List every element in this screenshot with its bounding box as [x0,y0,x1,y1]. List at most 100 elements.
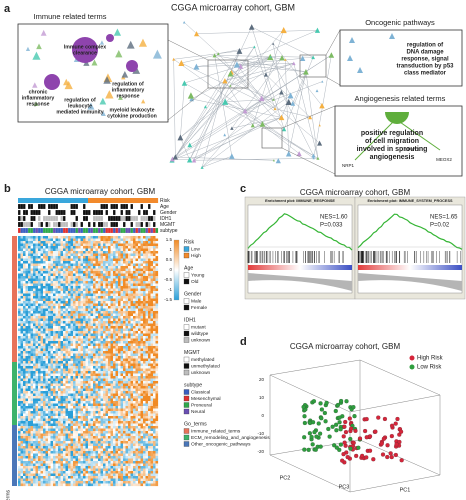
heatmap-cell [93,343,96,347]
heatmap-cell [115,381,119,384]
heatmap-cell [25,378,29,382]
heatmap-cell [95,346,99,349]
heatmap-cell [75,286,79,289]
heatmap-cell [73,318,76,322]
heatmap-cell [85,268,89,272]
heatmap-cell [18,311,21,314]
heatmap-cell [88,303,91,307]
heatmap-cell [45,326,49,329]
network-node [308,115,313,120]
heatmap-cell [130,383,134,387]
heatmap-cell [105,393,109,397]
heatmap-cell [58,411,61,414]
annotation-cell [135,209,139,216]
heatmap-cell [40,311,44,314]
heatmap-cell [23,403,26,407]
heatmap-cell [130,311,134,314]
heatmap-cell [75,271,79,274]
network-edge [285,59,289,154]
heatmap-cell [100,293,104,297]
heatmap-cell [23,421,26,424]
heatmap-cell [153,398,156,402]
heatmap-cell [120,278,124,282]
heatmap-cell [58,281,61,284]
heatmap-cell [110,266,114,269]
heatmap-cell [45,346,49,349]
heatmap-cell [63,281,66,284]
heatmap-cell [40,336,44,339]
heatmap-cell [83,383,86,387]
heatmap-cell [93,333,96,337]
annotation-cell [103,198,106,203]
heatmap-cell [48,398,51,402]
heatmap-cell [20,376,24,379]
annotation-cell [55,198,59,203]
annotation-cell [52,203,56,210]
heatmap-cell [95,378,99,382]
heatmap-cell [50,256,54,259]
heatmap-cell [83,388,86,392]
heatmap-cell [70,313,74,317]
heatmap-cell [118,246,121,249]
heatmap-cell [118,298,121,302]
heatmap-cell [155,296,159,299]
heatmap-cell [155,396,159,399]
heatmap-cell [73,336,76,339]
heatmap-cell [100,368,104,372]
heatmap-cell [115,238,119,242]
heatmap-cell [70,396,74,399]
term-node [152,49,162,59]
heatmap-cell [105,376,109,379]
heatmap-cell [65,258,69,262]
heatmap-cell [128,258,131,262]
heatmap-cell [80,351,84,354]
heatmap-cell [118,386,121,389]
heatmap-cell [93,353,96,357]
annotation-cell [67,203,71,210]
heatmap-cell [103,281,106,284]
heatmap-cell [150,263,154,267]
heatmap-cell [43,401,46,404]
heatmap-cell [48,333,51,337]
annotation-cell [100,203,104,210]
heatmap-cell [40,263,44,267]
heatmap-cell [60,263,64,267]
heatmap-cell [128,303,131,307]
heatmap-cell [68,408,71,412]
heatmap-cell [28,366,31,369]
heatmap-cell [75,391,79,394]
annotation-cell [147,215,151,222]
term-node [87,102,95,110]
heatmap-cell [85,296,89,299]
heatmap-cell [43,386,46,389]
annotation-cell [122,209,126,216]
heatmap-cell [25,258,29,262]
heatmap-cell [150,408,154,412]
network-edge [251,26,314,58]
heatmap-cell [88,373,91,377]
heatmap-cell [153,333,156,337]
heatmap-cell [140,341,144,344]
heatmap-cell [48,346,51,349]
heatmap-cell [93,396,96,399]
heatmap-cell [148,296,151,299]
heatmap-cell [85,263,89,267]
heatmap-cell [35,296,39,299]
heatmap-cell [153,268,156,272]
network-node [193,63,200,70]
heatmap-cell [35,323,39,327]
heatmap-cell [45,421,49,424]
heatmap-cell [138,303,141,307]
heatmap-cell [85,311,89,314]
heatmap-cell [98,303,101,307]
heatmap-cell [33,336,36,339]
heatmap-cell [73,348,76,352]
heatmap-cell [83,403,86,407]
heatmap-cell [63,286,66,289]
heatmap-cell [88,301,91,304]
heatmap-cell [93,346,96,349]
heatmap-cell [68,281,71,284]
heatmap-cell [50,428,54,432]
heatmap-cell [148,276,151,279]
heatmap-cell [25,278,29,282]
